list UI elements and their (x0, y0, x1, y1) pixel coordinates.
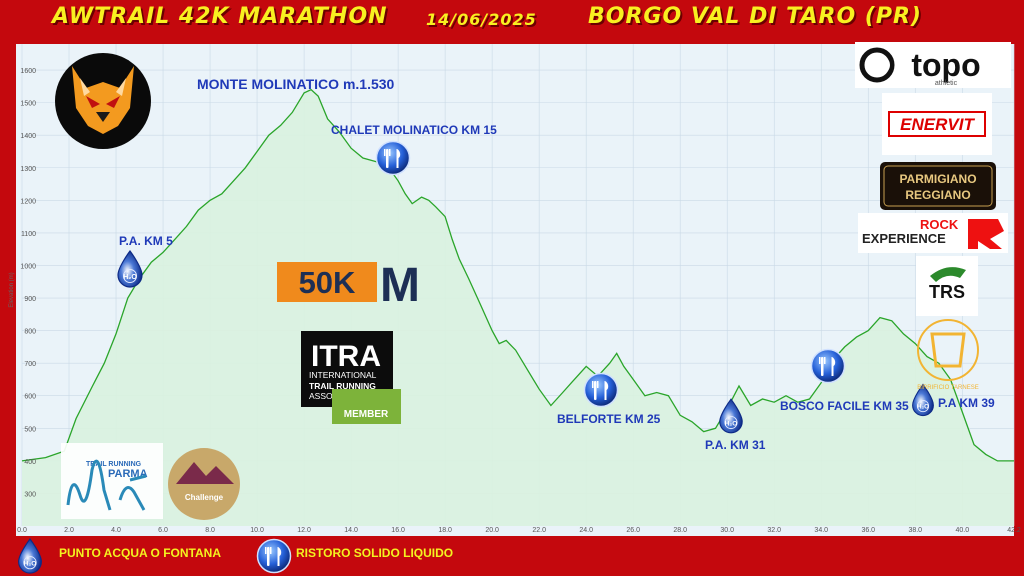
sponsor-trs: TRS (916, 256, 978, 316)
y-tick-label: 1400 (20, 133, 36, 140)
y-tick-label: 600 (24, 394, 36, 401)
y-tick-label: 1500 (20, 101, 36, 108)
sponsor-topo: topo athletic (855, 42, 1011, 88)
parmigiano-line1: PARMIGIANO (899, 172, 976, 186)
legend-food-label: RISTORO SOLIDO LIQUIDO (296, 546, 454, 560)
fork-knife-icon (583, 372, 619, 408)
sponsor-rock-experience: ROCK EXPERIENCE (858, 213, 1008, 253)
sponsor-trail-valley: Challenge (168, 448, 240, 520)
x-tick-label: 24.0 (579, 527, 593, 534)
parmigiano-line2: REGGIANO (905, 188, 970, 202)
annotation-pa-km5: P.A. KM 5 (119, 234, 173, 248)
distance-letter: M (380, 259, 420, 312)
elevation-fill (22, 89, 1014, 526)
enervit-text: ENERVIT (900, 115, 975, 134)
y-tick-label: 500 (24, 426, 36, 433)
sponsor-parmigiano: PARMIGIANO REGGIANO (880, 162, 996, 210)
x-tick-label: 22.0 (532, 527, 546, 534)
itra-member: MEMBER (344, 409, 389, 420)
annotation-chalet: CHALET MOLINATICO KM 15 (331, 123, 497, 137)
y-tick-label: 800 (24, 329, 36, 336)
topo-text: topo (911, 47, 980, 83)
x-tick-label: 34.0 (814, 527, 828, 534)
trail-running-parma-line1: TRAIL RUNNING (86, 461, 142, 468)
topo-sub: athletic (935, 80, 958, 87)
y-tick-label: 1200 (20, 198, 36, 205)
y-axis-label: Elevation (m) (9, 272, 15, 307)
itra-badge: ITRA INTERNATIONAL TRAIL RUNNING ASSOCIA… (301, 331, 401, 424)
x-tick-label: 18.0 (438, 527, 452, 534)
y-tick-label: 400 (24, 459, 36, 466)
x-tick-label: 30.0 (720, 527, 734, 534)
x-tick-label: 38.0 (908, 527, 922, 534)
y-tick-label: 700 (24, 361, 36, 368)
y-tick-label: 1300 (20, 166, 36, 173)
sponsor-birrificio: BIRRIFICIO TARNESE (917, 319, 979, 391)
y-tick-label: 300 (24, 491, 36, 498)
x-tick-label: 32.0 (767, 527, 781, 534)
y-tick-label: 900 (24, 296, 36, 303)
sponsor-trail-running-parma: TRAIL RUNNING PARMA (61, 443, 163, 519)
distance-number: 50K (299, 265, 356, 300)
rock-text: ROCK (920, 217, 959, 232)
distance-badge: 50K M (277, 259, 420, 312)
annotation-pa-km31: P.A. KM 31 (705, 438, 766, 452)
itra-line1: INTERNATIONAL (309, 370, 377, 380)
fork-knife-icon (810, 348, 846, 384)
wolf-logo (55, 53, 151, 149)
x-tick-label: 40.0 (955, 527, 969, 534)
experience-text: EXPERIENCE (862, 231, 946, 246)
race-location: BORGO VAL DI TARO (PR) (588, 4, 922, 29)
x-tick-label: 36.0 (861, 527, 875, 534)
x-tick-label: 8.0 (205, 527, 215, 534)
water-drop-icon (117, 250, 143, 288)
elevation-area (21, 88, 1014, 526)
itra-logo: ITRA (311, 340, 381, 373)
trs-text: TRS (929, 282, 965, 302)
x-tick-label: 28.0 (673, 527, 687, 534)
fork-knife-icon (375, 140, 411, 176)
header: AWTRAIL 42K MARATHON 14/06/2025 BORGO VA… (0, 0, 1024, 42)
y-tick-label: 1100 (21, 231, 36, 238)
x-tick-label: 0.0 (17, 527, 27, 534)
race-title: AWTRAIL 42K MARATHON (52, 4, 388, 29)
x-tick-label: 12.0 (297, 527, 311, 534)
x-tick-label: 10.0 (250, 527, 264, 534)
trail-valley-text: Challenge (185, 493, 224, 502)
x-tick-label: 4.0 (111, 527, 121, 534)
race-date: 14/06/2025 (426, 10, 537, 29)
annotation-labels: MONTE MOLINATICO m.1.530 CHALET MOLINATI… (119, 76, 995, 452)
y-tick-label: 1600 (20, 68, 36, 75)
x-tick-label: 16.0 (391, 527, 405, 534)
x-tick-label: 26.0 (626, 527, 640, 534)
annotation-bosco-facile: BOSCO FACILE KM 35 (780, 399, 909, 413)
legend-water-icon (14, 538, 46, 574)
legend-water-label: PUNTO ACQUA O FONTANA (59, 546, 221, 560)
axis-ticks: 300 400 500 600 700 800 900 1000 1100 1200 1300 140… (17, 68, 1021, 534)
legend-food-icon (256, 538, 292, 574)
x-tick-label: 42.2 (1007, 527, 1021, 534)
x-tick-label: 14.0 (344, 527, 358, 534)
x-tick-label: 20.0 (485, 527, 499, 534)
annotation-belforte: BELFORTE KM 25 (557, 412, 661, 426)
annotation-pa-km39: P.A KM 39 (938, 396, 995, 410)
x-tick-label: 2.0 (64, 527, 74, 534)
annotation-monte-molinatico: MONTE MOLINATICO m.1.530 (197, 76, 395, 92)
sponsor-enervit: ENERVIT (882, 93, 992, 155)
birrificio-text: BIRRIFICIO TARNESE (917, 385, 978, 391)
y-tick-label: 1000 (20, 263, 36, 270)
x-tick-label: 6.0 (158, 527, 168, 534)
itra-line2: TRAIL RUNNING (309, 381, 376, 391)
